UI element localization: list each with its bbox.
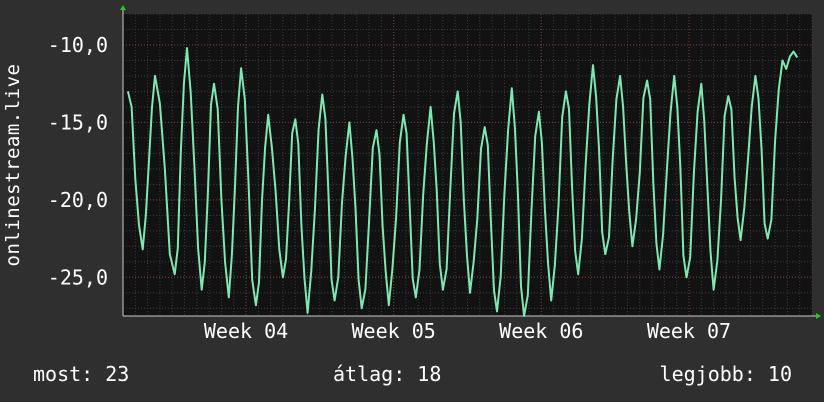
y-tick-label: -20,0 — [48, 188, 108, 212]
y-axis-label-text: onlinestream.live — [2, 63, 24, 267]
x-tick-label: Week 04 — [204, 319, 288, 340]
x-axis-arrow — [816, 313, 821, 319]
y-axis-arrow — [120, 5, 126, 10]
stat-best: legjobb: 10 — [659, 362, 792, 386]
series-line — [126, 47, 799, 317]
x-tick-label: Week 06 — [499, 319, 583, 340]
line-chart: -25,0 -20,0 -15,0 -10,0 Week 04 Week 05 Week 0… — [48, 5, 821, 340]
stat-current: most: 23 — [33, 362, 130, 386]
y-tick-label: -15,0 — [48, 110, 108, 134]
x-tick-label: Week 05 — [352, 319, 436, 340]
y-tick-label: -10,0 — [48, 33, 108, 57]
y-tick-label: -25,0 — [48, 265, 108, 289]
y-axis-label: onlinestream.live — [2, 0, 24, 330]
x-tick-label: Week 07 — [647, 319, 731, 340]
stat-average: átlag: 18 — [333, 362, 442, 386]
